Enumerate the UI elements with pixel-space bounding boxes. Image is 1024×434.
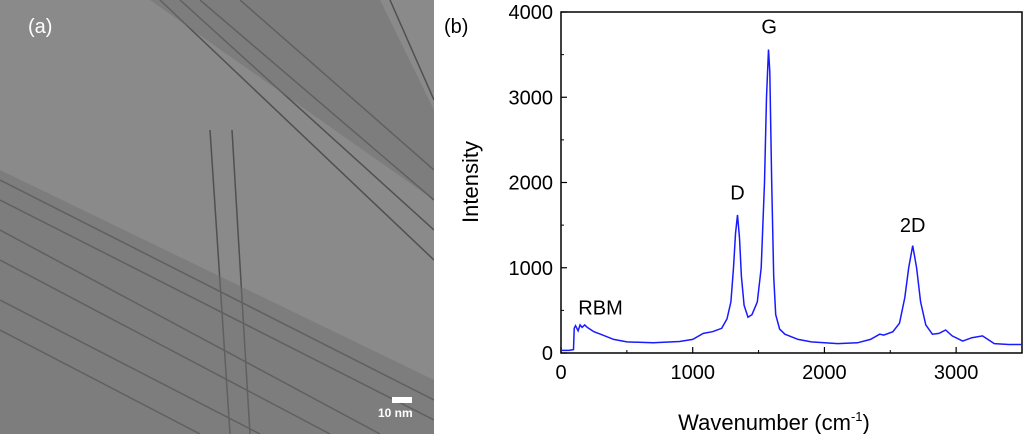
x-axis-label: Wavenumber (cm-1) (678, 409, 870, 434)
peak-label: D (730, 183, 744, 205)
spectrum-line (561, 49, 1022, 352)
panel-b-label: (b) (444, 16, 469, 38)
x-tick-label: 1000 (670, 362, 715, 384)
nanotube-bundles (0, 0, 434, 434)
plot-frame (560, 11, 1023, 354)
x-tick-label: 2000 (802, 362, 847, 384)
scale-bar (392, 397, 412, 403)
panel-a-label: (a) (28, 16, 53, 38)
raman-spectrum-chart: 0 1000 2000 3000 0 1000 2000 3000 4000 RBM D G 2D I… (458, 2, 1023, 434)
y-axis-label: Intensity (458, 141, 483, 223)
scale-bar-label: 10 nm (378, 406, 413, 420)
y-tick-label: 4000 (509, 2, 554, 24)
peak-label: G (761, 16, 777, 38)
y-tick-label: 3000 (509, 87, 554, 109)
y-tick-label: 1000 (509, 258, 554, 280)
x-tick-label: 3000 (934, 362, 979, 384)
peak-label: 2D (900, 215, 926, 237)
tem-micrograph: (a) 10 nm (0, 0, 434, 434)
y-tick-label: 0 (542, 343, 553, 365)
peak-label: RBM (578, 298, 622, 320)
x-tick-label: 0 (555, 362, 566, 384)
y-tick-label: 2000 (509, 173, 554, 195)
